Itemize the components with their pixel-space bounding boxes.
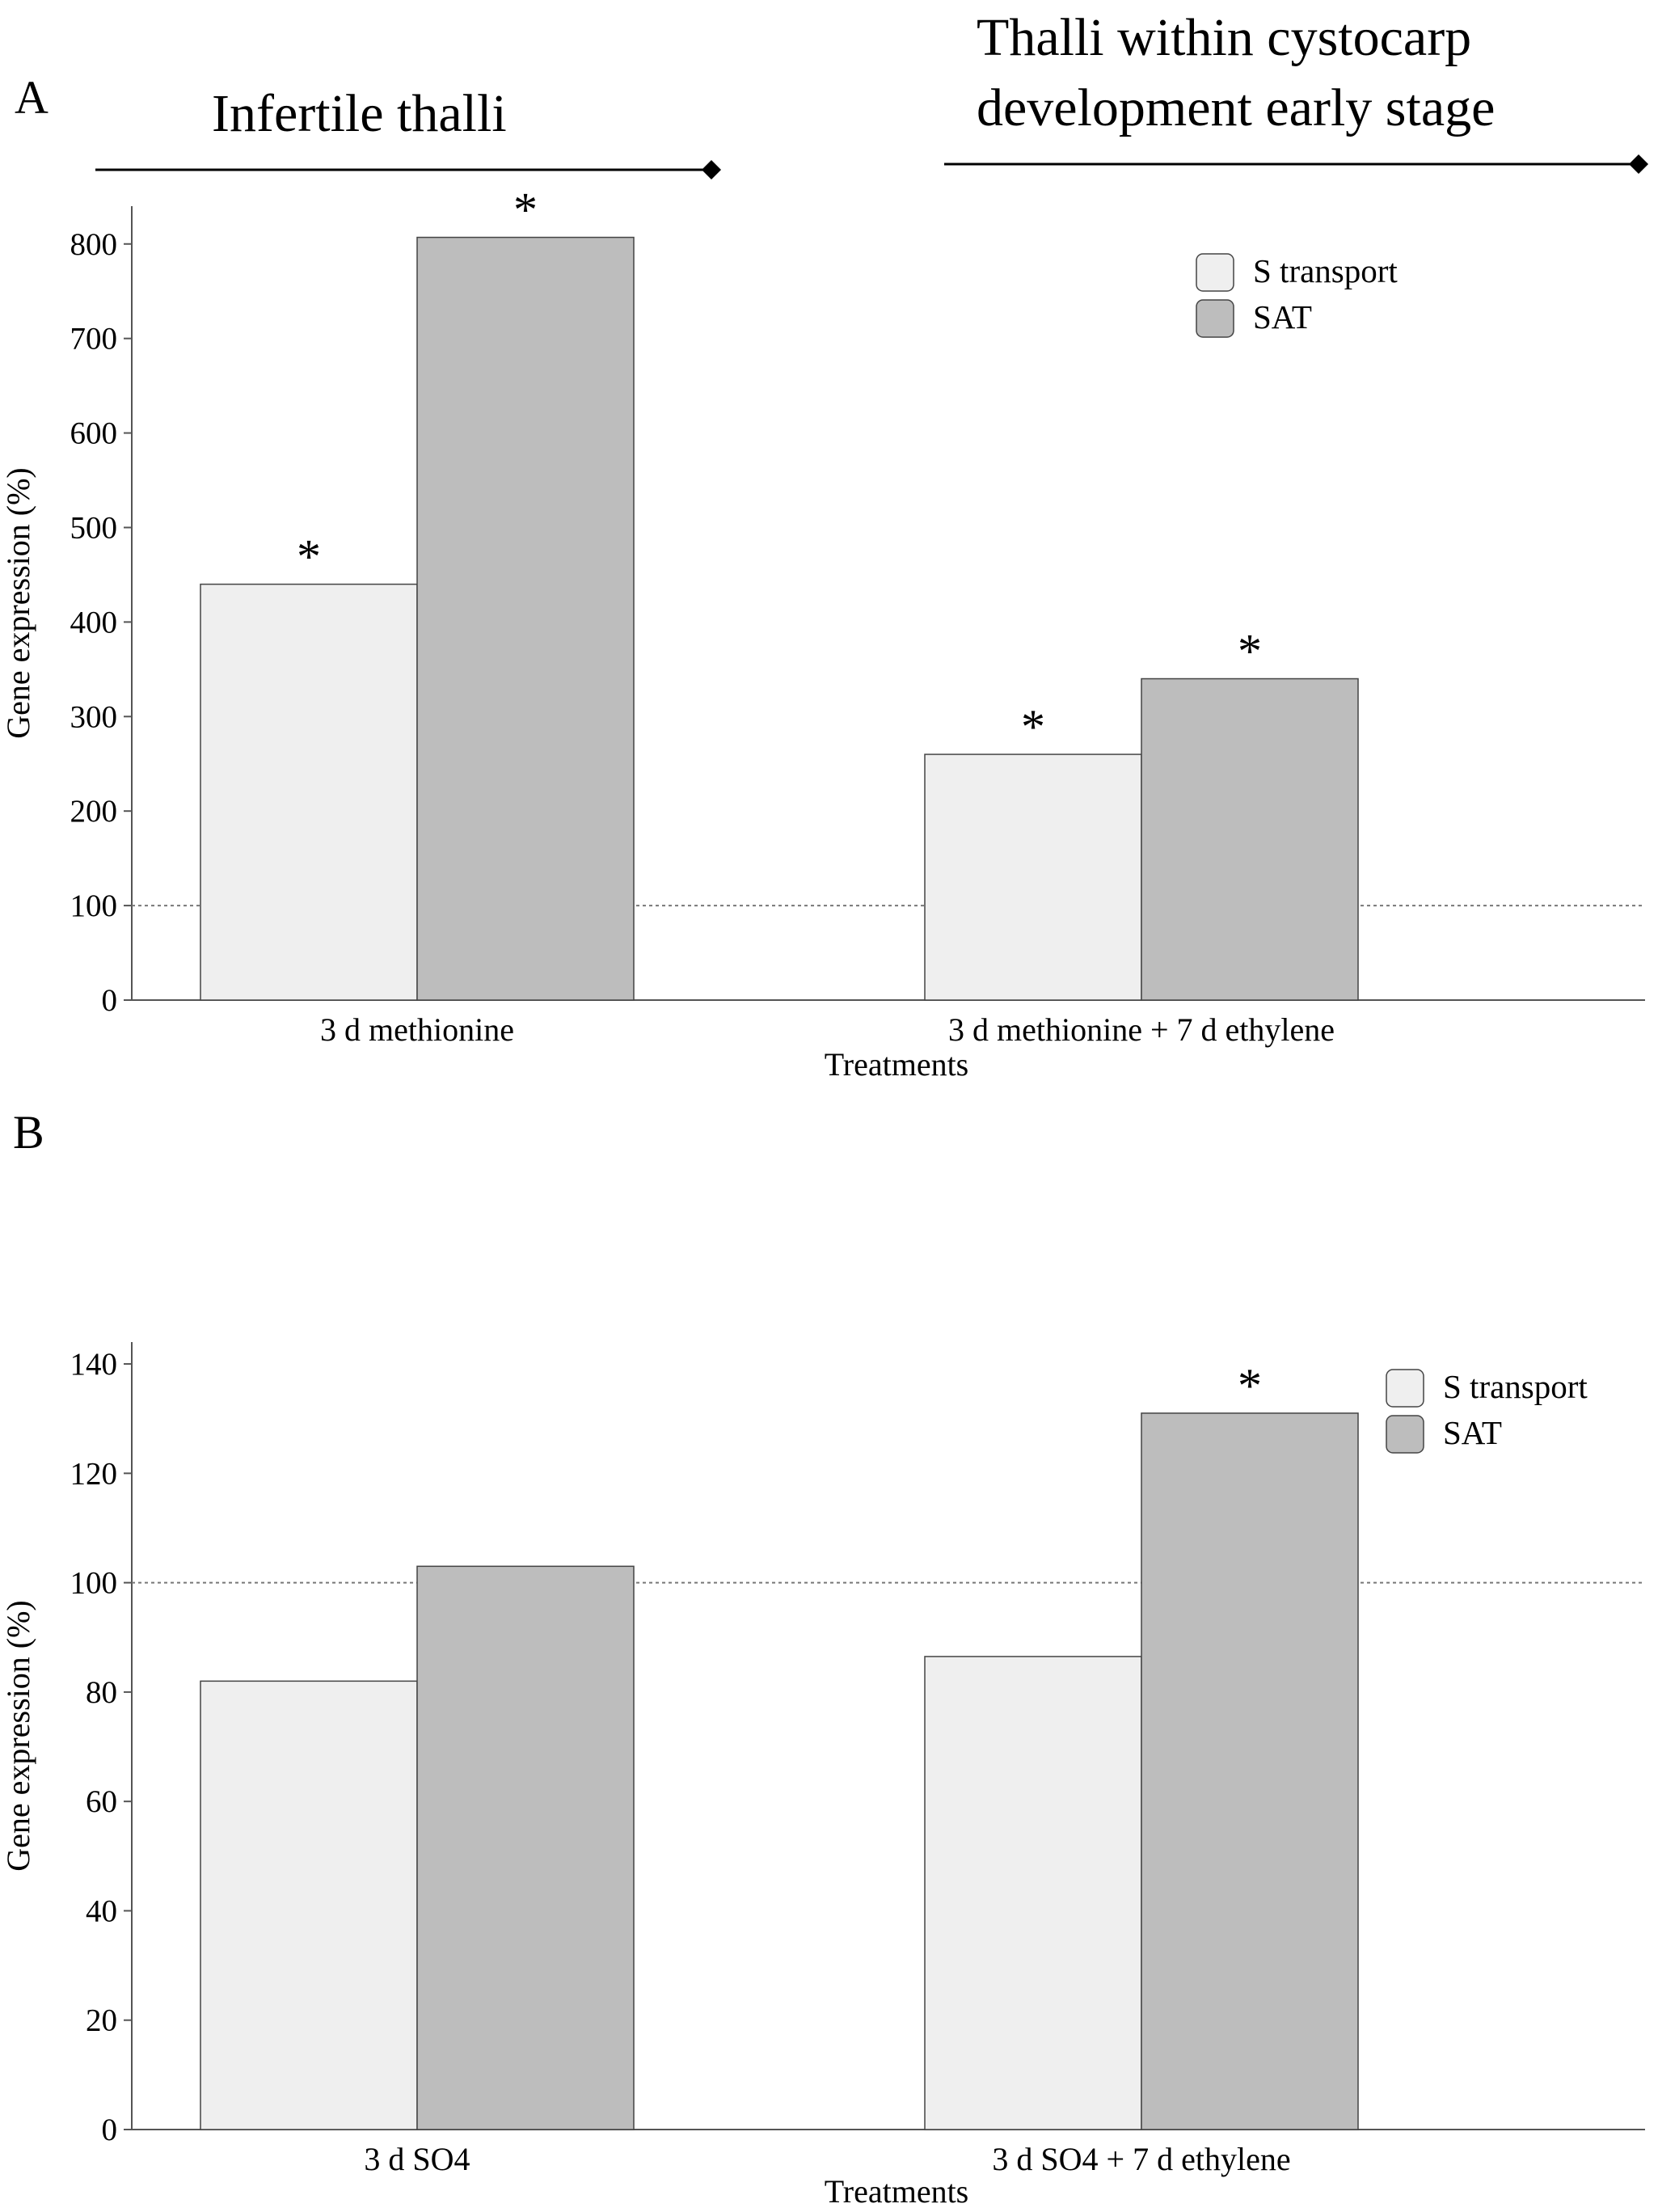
legend-label: S transport bbox=[1443, 1368, 1588, 1405]
y-tick-label: 100 bbox=[70, 1566, 118, 1601]
stage-header: Infertile thalli bbox=[212, 84, 507, 143]
y-tick-label: 800 bbox=[70, 227, 118, 262]
y-axis-title: Gene expression (%) bbox=[0, 467, 36, 738]
category-label: 3 d SO4 bbox=[364, 2141, 470, 2177]
y-tick-label: 40 bbox=[86, 1893, 117, 1928]
legend: S transport SAT bbox=[1196, 252, 1398, 338]
y-tick-label: 60 bbox=[86, 1784, 117, 1819]
panel-a: A Infertile thalli Thalli within cystocarp… bbox=[0, 8, 1648, 1083]
category-label: 3 d methionine bbox=[320, 1011, 514, 1048]
bar-sat bbox=[1141, 1412, 1359, 2130]
significance-marker: * bbox=[1238, 1359, 1262, 1412]
y-tick-label: 400 bbox=[70, 605, 118, 640]
y-tick-label: 80 bbox=[86, 1675, 117, 1710]
panel-letter: B bbox=[13, 1106, 44, 1159]
significance-marker: * bbox=[1021, 700, 1045, 754]
x-axis-title: Treatments bbox=[825, 1046, 969, 1083]
category-label: 3 d SO4 + 7 d ethylene bbox=[992, 2141, 1290, 2177]
y-tick-label: 300 bbox=[70, 699, 118, 734]
panel-letter: A bbox=[15, 71, 49, 124]
y-tick-label: 0 bbox=[102, 983, 118, 1018]
bar-sat bbox=[1141, 678, 1359, 1001]
bar-s-transport bbox=[200, 1680, 418, 2130]
significance-marker: * bbox=[513, 184, 538, 237]
stage-header: Thalli within cystocarp bbox=[977, 8, 1471, 67]
bar-sat bbox=[416, 1565, 635, 2130]
y-tick-label: 140 bbox=[70, 1347, 118, 1382]
y-tick-label: 700 bbox=[70, 322, 118, 357]
bar-s-transport bbox=[924, 754, 1142, 1001]
category-label: 3 d methionine + 7 d ethylene bbox=[948, 1011, 1335, 1048]
significance-marker: * bbox=[297, 530, 321, 584]
x-axis-title: Treatments bbox=[825, 2173, 969, 2210]
legend-label: S transport bbox=[1253, 252, 1398, 289]
stage-arrow-head bbox=[1629, 154, 1648, 174]
panel-b: B 0 20 40 60 80 100 120 140 3 d SO4 * 3 d SO4 + 7 d… bbox=[0, 1106, 1645, 2210]
y-tick-label: 100 bbox=[70, 889, 118, 923]
y-tick-label: 120 bbox=[70, 1456, 118, 1491]
legend-swatch bbox=[1386, 1415, 1424, 1454]
significance-marker: * bbox=[1238, 625, 1262, 678]
y-tick-label: 600 bbox=[70, 416, 118, 451]
bar-sat bbox=[416, 236, 635, 1001]
y-tick-label: 20 bbox=[86, 2003, 117, 2038]
bar-s-transport bbox=[924, 1656, 1142, 2130]
legend-label: SAT bbox=[1443, 1414, 1502, 1451]
y-tick-label: 500 bbox=[70, 510, 118, 545]
legend-label: SAT bbox=[1253, 298, 1312, 336]
stage-header: development early stage bbox=[977, 78, 1495, 137]
legend-swatch bbox=[1196, 253, 1234, 292]
y-tick-label: 200 bbox=[70, 794, 118, 829]
legend: S transport SAT bbox=[1386, 1368, 1588, 1454]
y-axis-title: Gene expression (%) bbox=[0, 1600, 36, 1871]
y-tick-label: 0 bbox=[102, 2113, 118, 2147]
stage-arrow-head bbox=[702, 160, 721, 179]
bar-s-transport bbox=[200, 583, 418, 1001]
legend-swatch bbox=[1196, 299, 1234, 338]
legend-swatch bbox=[1386, 1369, 1424, 1408]
